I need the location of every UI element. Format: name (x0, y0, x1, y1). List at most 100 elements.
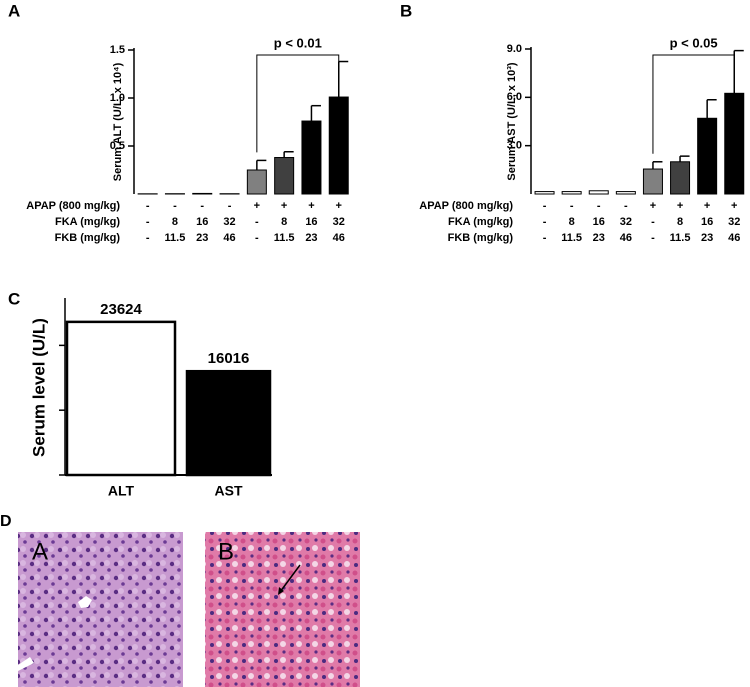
bar (534, 191, 555, 195)
arrow (279, 564, 301, 593)
histology-image (18, 532, 183, 687)
bar (561, 191, 582, 195)
condition-value: 16 (593, 216, 605, 228)
condition-value: + (254, 200, 260, 212)
image-label: B (218, 538, 234, 565)
y-tick-label: 1.0 (110, 92, 125, 104)
panel-label: D (0, 513, 12, 530)
condition-value: 32 (620, 216, 632, 228)
y-axis-label: Serum AST (U/L, x 10³) (506, 62, 518, 181)
condition-value: + (731, 200, 737, 212)
condition-name: FKB (mg/kg) (55, 232, 121, 244)
bar (246, 169, 267, 195)
condition-value: 16 (305, 216, 317, 228)
y-tick-label: 0.5 (110, 140, 125, 152)
bar (301, 120, 322, 195)
condition-value: + (281, 200, 287, 212)
histology-image (205, 532, 360, 687)
condition-value: - (146, 232, 150, 244)
panel-label: C (8, 289, 20, 308)
condition-value: - (173, 200, 177, 212)
condition-name: APAP (800 mg/kg) (419, 200, 513, 212)
panel-label: A (8, 1, 20, 20)
bar (724, 92, 745, 195)
bar (642, 168, 663, 195)
condition-value: - (200, 200, 204, 212)
value-label: 16016 (208, 350, 250, 367)
condition-value: 23 (305, 232, 317, 244)
value-label: 23624 (100, 301, 142, 318)
condition-value: - (228, 200, 232, 212)
y-tick-label: 9.0 (507, 43, 522, 55)
bar (615, 191, 636, 195)
condition-value: - (597, 200, 601, 212)
condition-value: 8 (281, 216, 287, 228)
panel-d: D A B (0, 513, 360, 687)
condition-value: 23 (593, 232, 605, 244)
condition-value: - (570, 200, 574, 212)
arrow-head (278, 587, 284, 595)
image-label: A (32, 538, 48, 565)
condition-value: - (146, 216, 150, 228)
condition-value: - (624, 200, 628, 212)
condition-value: 46 (728, 232, 740, 244)
y-axis-label: Serum level (U/L) (29, 318, 48, 457)
condition-value: + (704, 200, 710, 212)
condition-name: FKB (mg/kg) (448, 232, 514, 244)
bar (670, 161, 691, 195)
condition-value: 16 (701, 216, 713, 228)
condition-name: FKA (mg/kg) (55, 216, 120, 228)
y-tick-label: 3.0 (507, 140, 522, 152)
condition-value: - (255, 232, 259, 244)
significance-bracket (256, 54, 340, 153)
condition-value: 32 (728, 216, 740, 228)
condition-value: 11.5 (670, 232, 691, 244)
condition-value: 23 (196, 232, 208, 244)
condition-name: FKA (mg/kg) (448, 216, 513, 228)
condition-value: 32 (333, 216, 345, 228)
condition-value: - (255, 216, 259, 228)
condition-value: 8 (569, 216, 575, 228)
condition-value: - (543, 232, 547, 244)
condition-value: + (308, 200, 314, 212)
bar (588, 190, 609, 195)
condition-value: 8 (172, 216, 178, 228)
condition-value: 8 (677, 216, 683, 228)
condition-value: 11.5 (165, 232, 186, 244)
condition-value: + (650, 200, 656, 212)
condition-value: - (543, 216, 547, 228)
significance-bracket (652, 54, 735, 154)
condition-value: 11.5 (274, 232, 295, 244)
vessel (18, 657, 34, 671)
x-tick-label: AST (215, 483, 243, 499)
bar (328, 96, 349, 195)
y-tick-label: 1.5 (110, 44, 125, 56)
condition-value: - (543, 200, 547, 212)
condition-value: + (677, 200, 683, 212)
y-axis-label: Serum ALT (U/L, x 10⁴) (112, 62, 124, 181)
condition-value: - (146, 200, 150, 212)
condition-value: 46 (333, 232, 345, 244)
bar (192, 192, 213, 195)
condition-name: APAP (800 mg/kg) (26, 200, 120, 212)
annotation: p < 0.01 (274, 35, 322, 50)
condition-value: 11.5 (561, 232, 582, 244)
bar (65, 320, 177, 477)
condition-value: 32 (223, 216, 235, 228)
condition-value: + (336, 200, 342, 212)
condition-value: 16 (196, 216, 208, 228)
condition-value: 46 (620, 232, 632, 244)
annotation: p < 0.05 (670, 35, 718, 50)
condition-value: - (651, 232, 655, 244)
bar (697, 117, 718, 195)
condition-value: - (651, 216, 655, 228)
panel-label: B (400, 1, 412, 20)
bar (274, 157, 295, 195)
vessel (78, 596, 92, 608)
bar (185, 369, 272, 477)
condition-value: 23 (701, 232, 713, 244)
y-tick-label: 6.0 (507, 91, 522, 103)
condition-value: 46 (223, 232, 235, 244)
x-tick-label: ALT (108, 483, 135, 499)
